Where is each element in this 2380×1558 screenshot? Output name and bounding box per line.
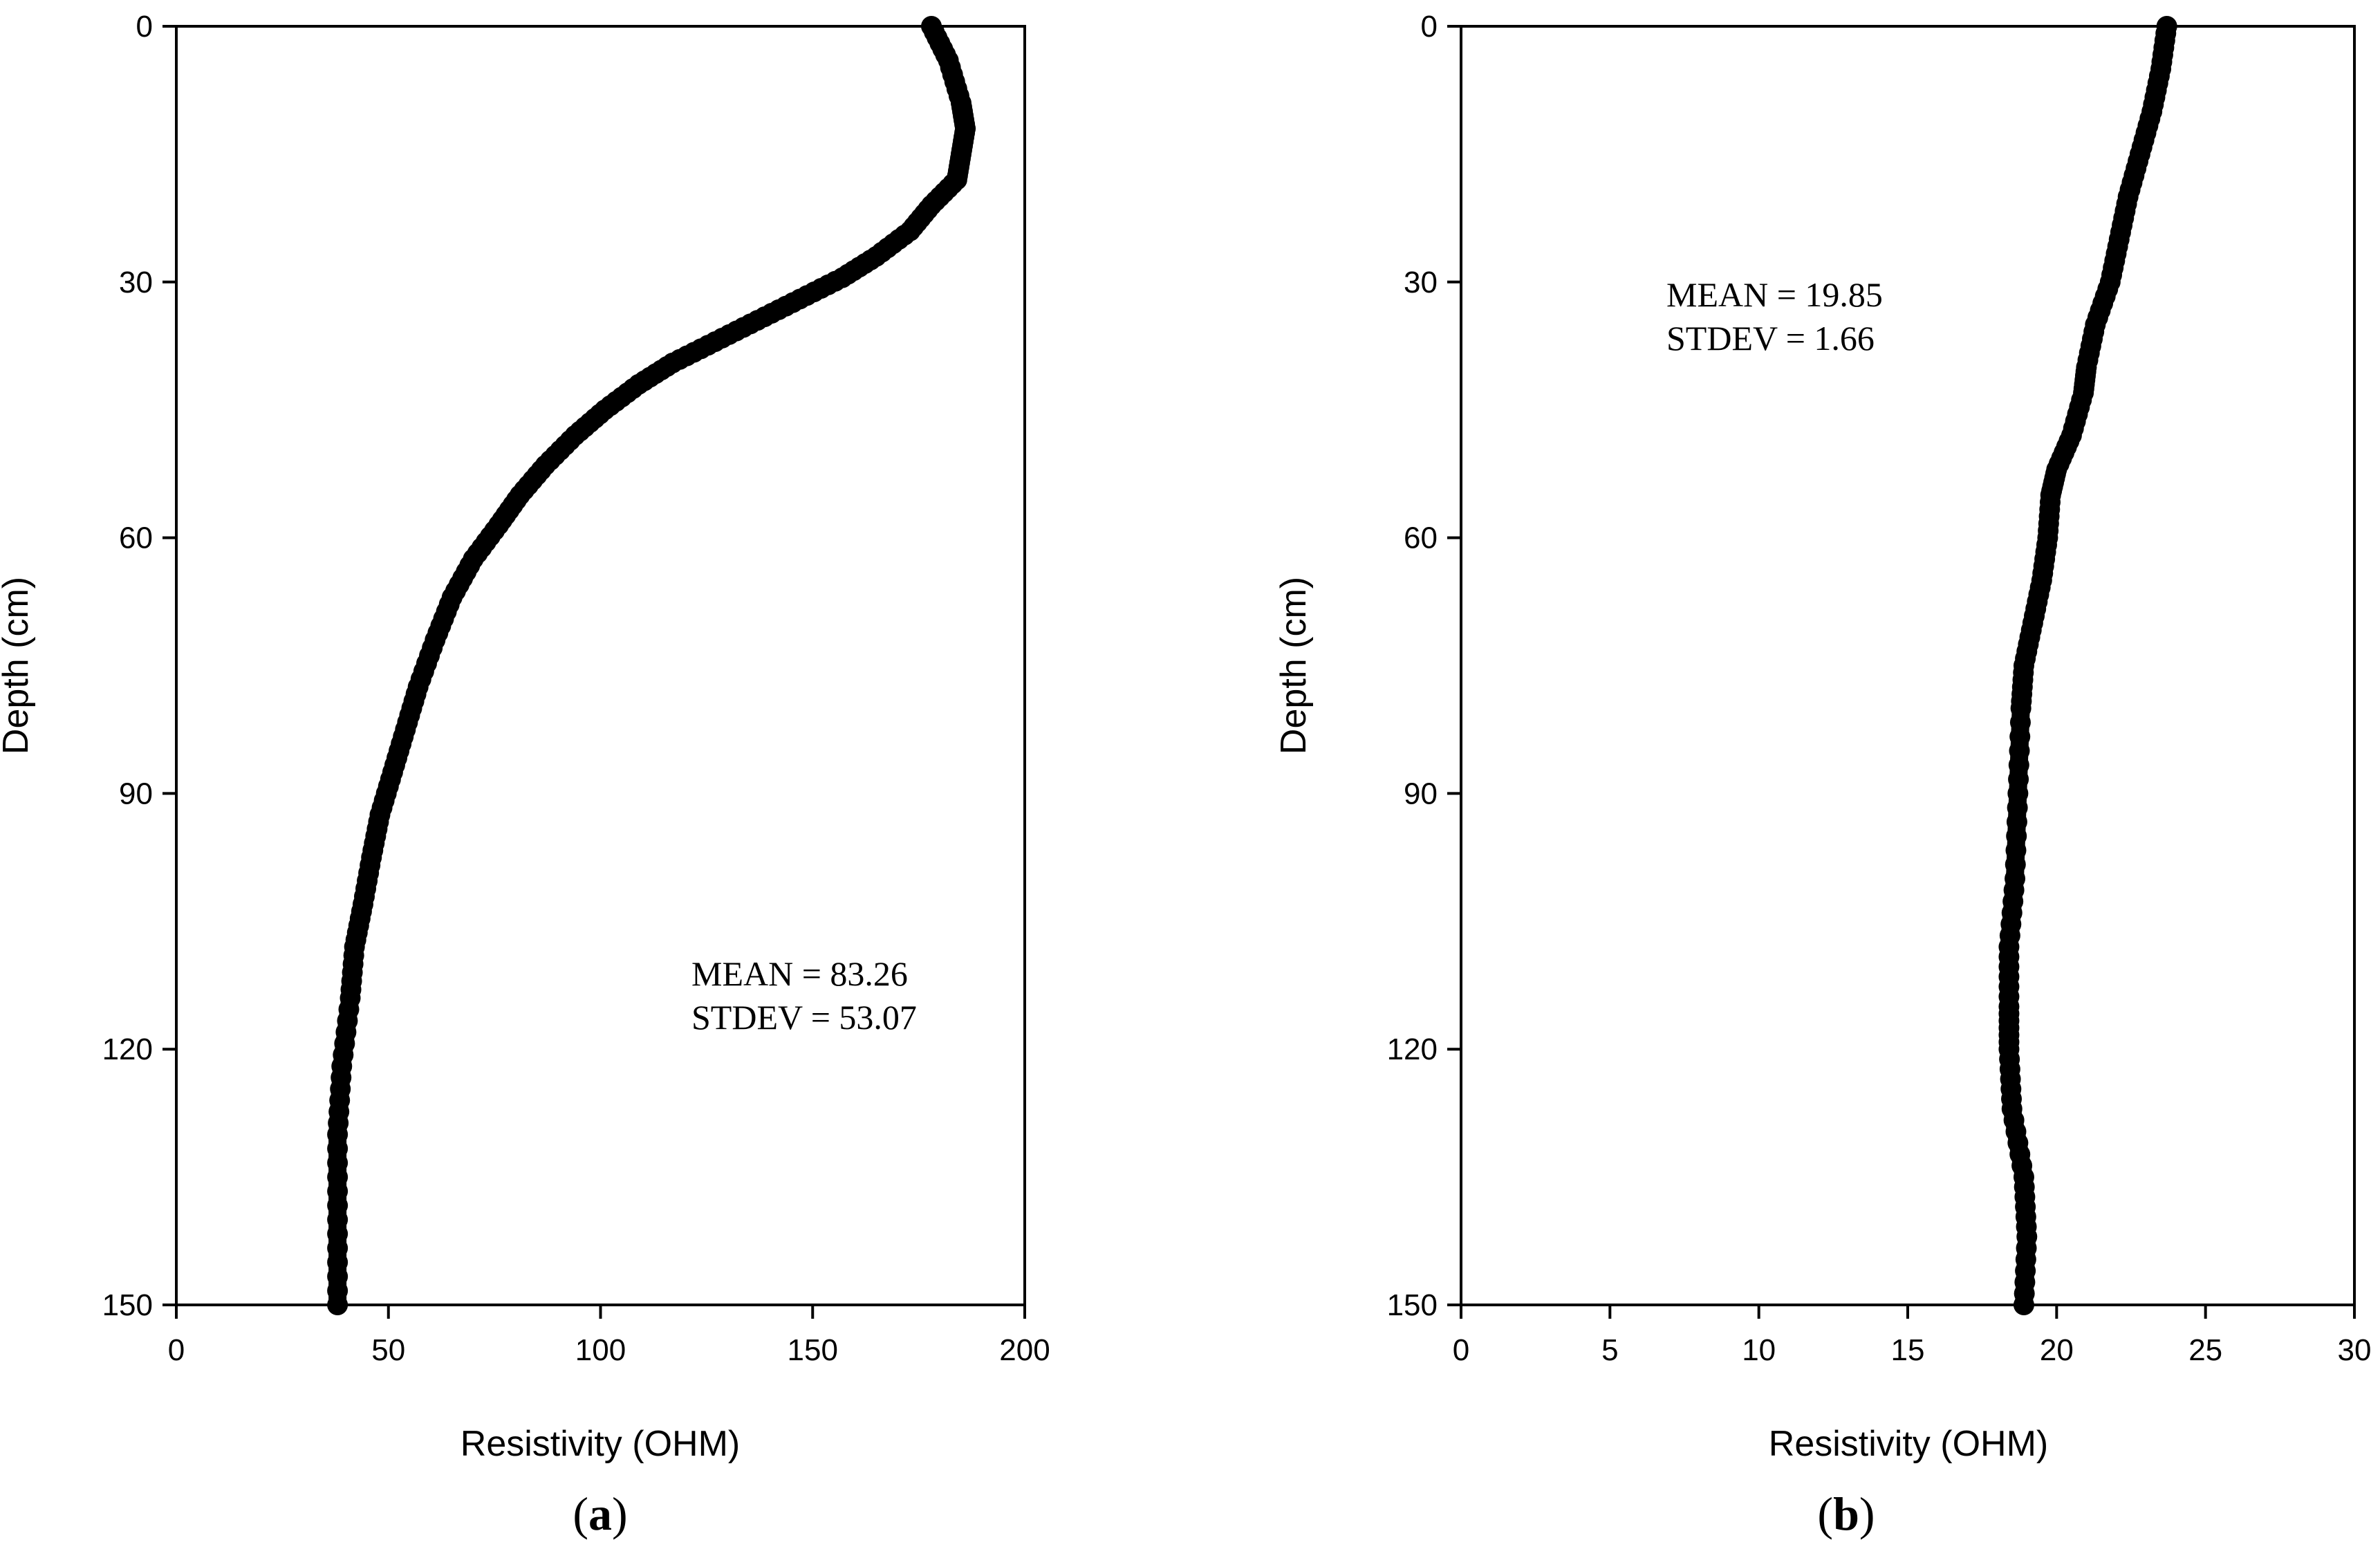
- y-tick-label: 90: [119, 777, 153, 810]
- x-tick-label: 0: [1453, 1333, 1469, 1367]
- panel-a: 0 30 60 90 120 150 0 50 100 150 200 Resistivity (OH…: [0, 10, 1050, 1540]
- x-tick-label: 10: [1742, 1333, 1776, 1367]
- y-tick-label: 30: [119, 266, 153, 299]
- data-point: [327, 1195, 348, 1216]
- y-tick-label: 150: [1387, 1288, 1438, 1322]
- y-axis-title: Depth (cm): [0, 577, 36, 754]
- data-point: [327, 1223, 348, 1245]
- panel-label: (a): [573, 1487, 627, 1540]
- y-tick-label: 60: [1404, 521, 1438, 555]
- y-tick-label: 120: [1387, 1032, 1438, 1066]
- mean-annotation: MEAN = 19.85: [1666, 275, 1883, 314]
- panel-b: 0 30 60 90 120 150 0 5 10 15 20 25 30 Resistivity (OH…: [1274, 10, 2371, 1540]
- data-point: [327, 1237, 348, 1259]
- x-tick-label: 20: [2040, 1333, 2074, 1367]
- data-point: [327, 1265, 348, 1287]
- y-tick-label: 150: [102, 1288, 153, 1322]
- stdev-annotation: STDEV = 1.66: [1666, 319, 1875, 358]
- data-point: [2013, 1295, 2034, 1315]
- y-tick-label: 30: [1404, 266, 1438, 299]
- x-tick-label: 50: [371, 1333, 405, 1367]
- x-tick-label: 5: [1601, 1333, 1618, 1367]
- data-point: [327, 1167, 348, 1188]
- data-point: [327, 1180, 348, 1202]
- y-tick-label: 90: [1404, 777, 1438, 810]
- plot-frame: [175, 25, 1026, 1306]
- x-tick-label: 30: [2338, 1333, 2372, 1367]
- y-tick-label: 60: [119, 521, 153, 555]
- mean-annotation: MEAN = 83.26: [691, 954, 908, 993]
- panel-label: (b): [1817, 1487, 1875, 1540]
- x-axis-title: Resistivity (OHM): [1769, 1424, 2048, 1464]
- plot-frame: [1460, 25, 2356, 1306]
- y-tick-label: 0: [1421, 10, 1438, 44]
- y-axis-title: Depth (cm): [1274, 577, 1314, 754]
- data-point: [327, 1280, 348, 1301]
- x-tick-label: 15: [1891, 1333, 1925, 1367]
- y-tick-label: 0: [136, 10, 153, 44]
- x-tick-label: 0: [168, 1333, 185, 1367]
- x-tick-label: 150: [788, 1333, 838, 1367]
- data-point: [327, 1124, 348, 1145]
- data-point: [327, 1209, 348, 1230]
- x-tick-label: 200: [999, 1333, 1050, 1367]
- data-point: [327, 1152, 348, 1174]
- data-point: [327, 1295, 348, 1315]
- x-axis-title: Resistivity (OHM): [461, 1424, 740, 1464]
- x-tick-label: 25: [2188, 1333, 2222, 1367]
- x-tick-label: 100: [575, 1333, 626, 1367]
- data-point: [327, 1252, 348, 1273]
- data-point: [327, 1138, 348, 1160]
- stdev-annotation: STDEV = 53.07: [691, 998, 917, 1037]
- y-tick-label: 120: [102, 1032, 153, 1066]
